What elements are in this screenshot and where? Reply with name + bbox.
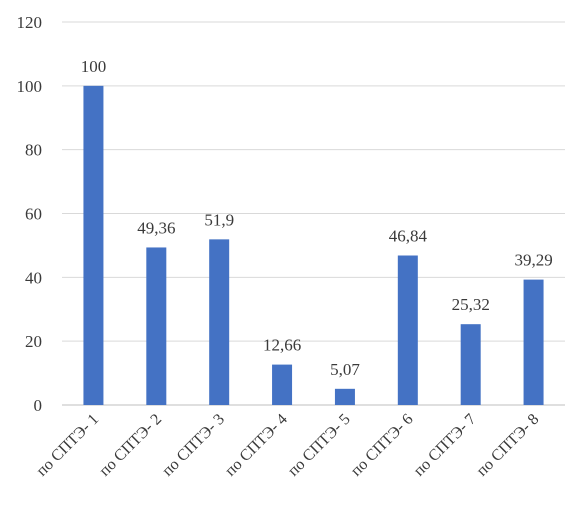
data-label: 12,66 — [263, 336, 301, 355]
x-tick-label: по СПТЭ- 3 — [159, 411, 228, 480]
bar — [460, 324, 481, 405]
y-tick-label: 20 — [25, 332, 42, 351]
bar — [334, 388, 355, 405]
x-tick-label: по СПТЭ- 4 — [222, 411, 291, 480]
x-tick-label: по СПТЭ- 6 — [348, 411, 417, 480]
x-tick-label: по СПТЭ- 1 — [33, 411, 102, 480]
bar — [523, 279, 544, 405]
x-tick-label: по СПТЭ- 7 — [411, 411, 480, 480]
x-axis: по СПТЭ- 1по СПТЭ- 2по СПТЭ- 3по СПТЭ- 4… — [33, 411, 542, 480]
bar — [146, 247, 167, 405]
y-tick-label: 60 — [25, 205, 42, 224]
bar — [209, 239, 230, 405]
bars — [83, 85, 544, 405]
data-label: 5,07 — [330, 360, 360, 379]
data-label: 39,29 — [514, 251, 552, 270]
y-axis: 0 20 40 60 80 100 120 — [17, 13, 43, 415]
bar — [397, 255, 418, 405]
data-labels: 100 49,36 51,9 12,66 5,07 46,84 25,32 39,29 — [81, 57, 553, 379]
data-label: 100 — [81, 57, 107, 76]
data-label: 25,32 — [452, 295, 490, 314]
data-label: 49,36 — [137, 218, 175, 237]
x-tick-label: по СПТЭ- 5 — [285, 411, 354, 480]
bar — [83, 85, 104, 405]
grid — [62, 21, 565, 406]
y-tick-label: 0 — [34, 396, 43, 415]
data-label: 46,84 — [389, 227, 428, 246]
y-tick-label: 80 — [25, 141, 42, 160]
y-tick-label: 100 — [17, 77, 43, 96]
y-tick-label: 120 — [17, 13, 43, 32]
y-tick-label: 40 — [25, 268, 42, 287]
data-label: 51,9 — [204, 210, 234, 229]
bar — [272, 364, 293, 405]
x-tick-label: по СПТЭ- 8 — [473, 411, 542, 480]
x-tick-label: по СПТЭ- 2 — [96, 411, 165, 480]
